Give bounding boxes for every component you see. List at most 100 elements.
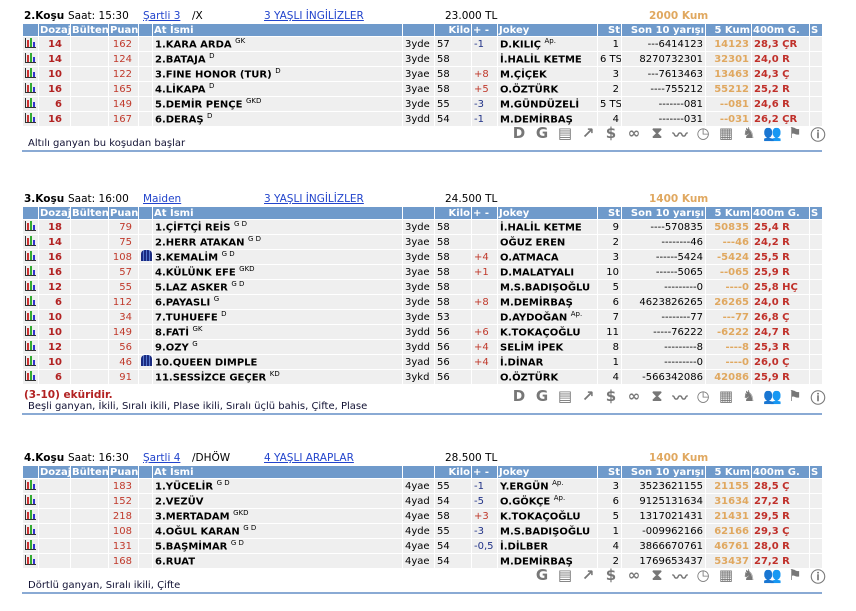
jockey[interactable]: Y.ERGÜN Ap. bbox=[497, 478, 598, 494]
trend-icon[interactable]: ↗ bbox=[581, 124, 595, 142]
stats-chart-icon[interactable] bbox=[22, 493, 39, 509]
horse-name[interactable]: 5.LAZ ASKER G D bbox=[152, 279, 403, 295]
horse-row[interactable]: 16 165 4.LİKAPA D 3yae 58 +5 O.ÖZTÜRK 2 ----755… bbox=[22, 81, 823, 97]
stats-chart-icon[interactable] bbox=[22, 249, 39, 265]
horse-row[interactable]: 14 124 2.BATAJA D 3yde 58 İ.HALİL KETME 6 TS 8… bbox=[22, 51, 823, 67]
horse-row[interactable]: 183 1.YÜCELİR G D 4yae 55 -1 Y.ERGÜN Ap. 3 3523… bbox=[22, 478, 823, 494]
stats-chart-icon[interactable] bbox=[22, 279, 39, 295]
horse-name[interactable]: 3.MERTADAM GKD bbox=[152, 508, 403, 524]
horse-row[interactable]: 14 75 2.HERR ATAKAN G D 3yae 58 OĞUZ EREN 2 --… bbox=[22, 234, 823, 250]
horse-row[interactable]: 152 2.VEZÜV 4yad 54 -5 O.GÖKÇE Ap. 6 912513163… bbox=[22, 493, 823, 509]
horse-name[interactable]: 6.DERAŞ D bbox=[152, 111, 403, 127]
graph-icon[interactable]: 〰 bbox=[672, 568, 688, 586]
horse-name[interactable]: 3.KEMALİM G D bbox=[152, 249, 403, 265]
binoculars-icon[interactable]: ∞ bbox=[627, 387, 641, 405]
horse-icon[interactable]: ♞ bbox=[742, 124, 756, 142]
jockey[interactable]: O.GÖKÇE Ap. bbox=[497, 493, 598, 509]
hourglass-icon[interactable]: ⧗ bbox=[651, 566, 663, 584]
jockey[interactable]: D.MALATYALI bbox=[497, 264, 598, 280]
stats-chart-icon[interactable] bbox=[22, 294, 39, 310]
stats-chart-icon[interactable] bbox=[22, 51, 39, 67]
stopwatch-icon[interactable]: ◷ bbox=[696, 387, 710, 405]
dollar-icon[interactable]: $ bbox=[605, 387, 617, 405]
d-letter-icon[interactable]: D bbox=[512, 387, 526, 405]
jockey[interactable]: O.ÖZTÜRK bbox=[497, 81, 598, 97]
horse-name[interactable]: 6.RUAT bbox=[152, 553, 403, 569]
stats-chart-icon[interactable] bbox=[22, 508, 39, 524]
people-icon[interactable]: 👥 bbox=[763, 387, 782, 405]
horse-name[interactable]: 11.SESSİZCE GEÇER KD bbox=[152, 369, 403, 385]
stats-chart-icon[interactable] bbox=[22, 81, 39, 97]
jockey[interactable]: M.S.BADIŞOĞLU bbox=[497, 279, 598, 295]
stats-chart-icon[interactable] bbox=[22, 219, 39, 235]
horse-name[interactable]: 10.QUEEN DIMPLE bbox=[152, 354, 403, 370]
horse-row[interactable]: 218 3.MERTADAM GKD 4yae 58 +3 K.TOKAÇOĞLU 5 13… bbox=[22, 508, 823, 524]
horse-name[interactable]: 4.LİKAPA D bbox=[152, 81, 403, 97]
stats-chart-icon[interactable] bbox=[22, 369, 39, 385]
dollar-icon[interactable]: $ bbox=[605, 124, 617, 142]
flag-icon[interactable]: ⚑ bbox=[788, 124, 802, 142]
race-condition-link[interactable]: Maiden bbox=[143, 193, 182, 205]
hourglass-icon[interactable]: ⧗ bbox=[651, 124, 663, 142]
race-class-link[interactable]: 4 YAŞLI ARAPLAR bbox=[264, 452, 354, 464]
calculator-icon[interactable]: ▦ bbox=[718, 387, 734, 405]
jockey[interactable]: M.DEMİRBAŞ bbox=[497, 111, 598, 127]
jockey[interactable]: D.KILIÇ Ap. bbox=[497, 36, 598, 52]
horse-row[interactable]: 168 6.RUAT 4yae 54 M.DEMİRBAŞ 2 1769653437 53… bbox=[22, 553, 823, 569]
binoculars-icon[interactable]: ∞ bbox=[627, 124, 641, 142]
horse-name[interactable]: 2.HERR ATAKAN G D bbox=[152, 234, 403, 250]
stats-chart-icon[interactable] bbox=[22, 66, 39, 82]
horse-name[interactable]: 2.VEZÜV bbox=[152, 493, 403, 509]
jockey[interactable]: M.GÜNDÜZELİ bbox=[497, 96, 598, 112]
jockey[interactable]: İ.HALİL KETME bbox=[497, 219, 598, 235]
horse-name[interactable]: 5.DEMİR PENÇE GKD bbox=[152, 96, 403, 112]
hourglass-icon[interactable]: ⧗ bbox=[651, 387, 663, 405]
info-icon[interactable]: ⓘ bbox=[810, 126, 826, 144]
graph-icon[interactable]: 〰 bbox=[672, 126, 688, 144]
horse-row[interactable]: 10 34 7.TUHUEFE D 3yde 53 D.AYDOĞAN Ap. 7 -----… bbox=[22, 309, 823, 325]
calc-sheet-icon[interactable]: ▤ bbox=[557, 124, 573, 142]
horse-name[interactable]: 1.KARA ARDA GK bbox=[152, 36, 403, 52]
horse-row[interactable]: 10 46 10.QUEEN DIMPLE 3yad 56 +4 İ.DİNAR 1 ---… bbox=[22, 354, 823, 370]
race-condition-link[interactable]: Şartli 3 bbox=[143, 10, 181, 22]
race-class-link[interactable]: 3 YAŞLI İNGİLİZLER bbox=[264, 10, 364, 22]
horse-name[interactable]: 2.BATAJA D bbox=[152, 51, 403, 67]
jockey[interactable]: K.TOKAÇOĞLU bbox=[497, 324, 598, 340]
jockey[interactable]: O.ÖZTÜRK bbox=[497, 369, 598, 385]
horse-row[interactable]: 16 167 6.DERAŞ D 3ydd 54 -1 M.DEMİRBAŞ 4 ------… bbox=[22, 111, 823, 127]
horse-name[interactable]: 4.OĞUL KARAN G D bbox=[152, 523, 403, 539]
horse-row[interactable]: 6 149 5.DEMİR PENÇE GKD 3yde 55 -3 M.GÜNDÜZELİ… bbox=[22, 96, 823, 112]
horse-name[interactable]: 4.KÜLÜNK EFE GKD bbox=[152, 264, 403, 280]
jockey[interactable]: SELİM İPEK bbox=[497, 339, 598, 355]
dollar-icon[interactable]: $ bbox=[605, 566, 617, 584]
stats-chart-icon[interactable] bbox=[22, 354, 39, 370]
stats-chart-icon[interactable] bbox=[22, 478, 39, 494]
horse-row[interactable]: 6 112 6.PAYASLI G 3yde 58 +8 M.DEMİRBAŞ 6 46238… bbox=[22, 294, 823, 310]
calculator-icon[interactable]: ▦ bbox=[718, 124, 734, 142]
jockey[interactable]: O.ATMACA bbox=[497, 249, 598, 265]
jockey[interactable]: İ.DİLBER bbox=[497, 538, 598, 554]
horse-row[interactable]: 10 122 3.FINE HONOR (TUR) D 3yae 58 +8 M.ÇİÇEK… bbox=[22, 66, 823, 82]
horse-row[interactable]: 131 5.BAŞMİMAR G D 4yae 54 -0,5 İ.DİLBER 4 386… bbox=[22, 538, 823, 554]
jockey[interactable]: M.S.BADIŞOĞLU bbox=[497, 523, 598, 539]
g-letter-icon[interactable]: G bbox=[535, 124, 549, 142]
horse-name[interactable]: 1.YÜCELİR G D bbox=[152, 478, 403, 494]
horse-row[interactable]: 12 56 9.OZY G 3ydd 56 +4 SELİM İPEK 8 ---------… bbox=[22, 339, 823, 355]
jockey[interactable]: İ.DİNAR bbox=[497, 354, 598, 370]
horse-name[interactable]: 6.PAYASLI G bbox=[152, 294, 403, 310]
jockey[interactable]: M.DEMİRBAŞ bbox=[497, 294, 598, 310]
stats-chart-icon[interactable] bbox=[22, 234, 39, 250]
stats-chart-icon[interactable] bbox=[22, 36, 39, 52]
calc-sheet-icon[interactable]: ▤ bbox=[557, 566, 573, 584]
horse-name[interactable]: 8.FATİ GK bbox=[152, 324, 403, 340]
trend-icon[interactable]: ↗ bbox=[581, 566, 595, 584]
stats-chart-icon[interactable] bbox=[22, 264, 39, 280]
stats-chart-icon[interactable] bbox=[22, 553, 39, 569]
d-letter-icon[interactable]: D bbox=[512, 124, 526, 142]
stats-chart-icon[interactable] bbox=[22, 523, 39, 539]
jockey[interactable]: K.TOKAÇOĞLU bbox=[497, 508, 598, 524]
horse-name[interactable]: 1.ÇİFTÇİ REİS G D bbox=[152, 219, 403, 235]
stopwatch-icon[interactable]: ◷ bbox=[696, 124, 710, 142]
horse-row[interactable]: 10 149 8.FATİ GK 3ydd 56 +6 K.TOKAÇOĞLU 11 ----… bbox=[22, 324, 823, 340]
calculator-icon[interactable]: ▦ bbox=[718, 566, 734, 584]
